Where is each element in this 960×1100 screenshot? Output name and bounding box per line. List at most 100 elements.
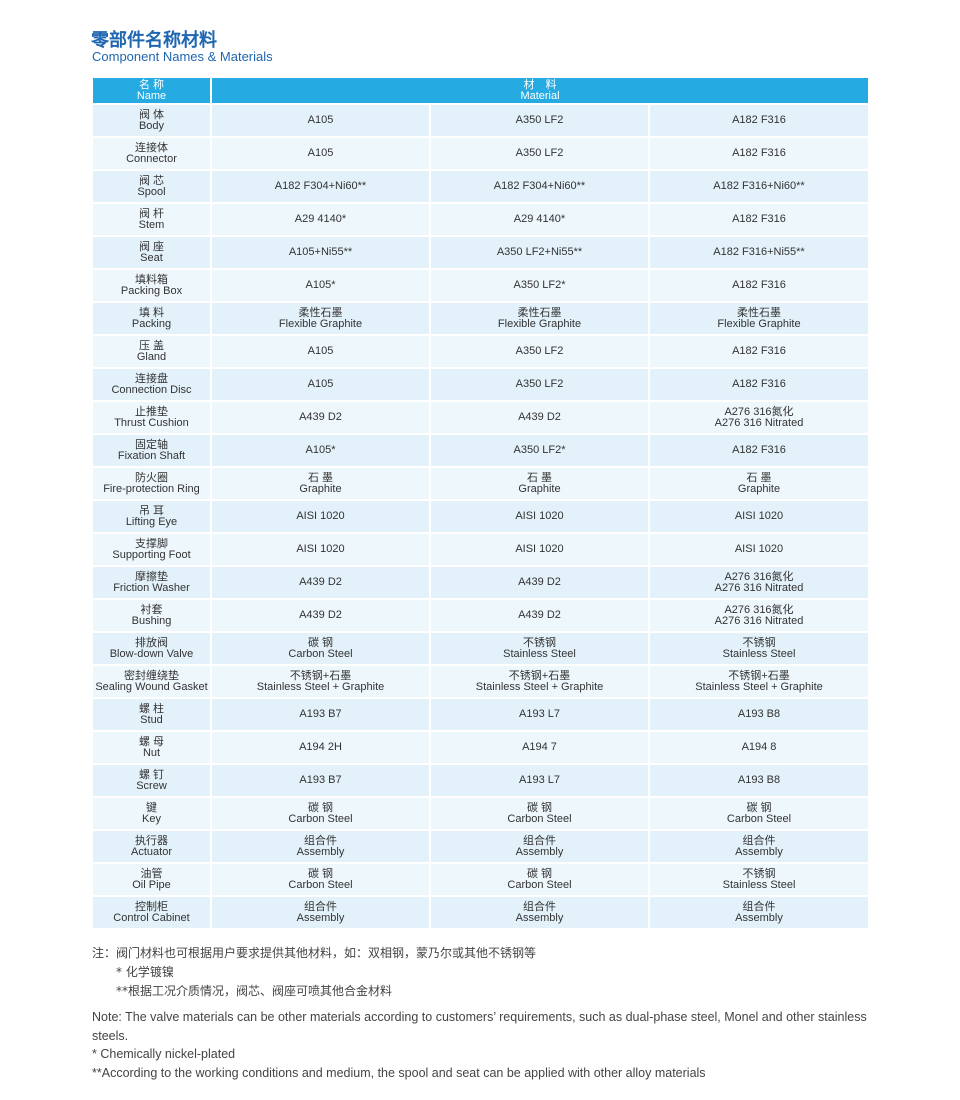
header-cell: 名 称 Name [91,76,212,105]
text-line-en: Lifting Eye [125,515,178,528]
table-row: 止推垫 Thrust Cushion A439 D2 A439 D2 A276 316氮… [91,400,871,435]
text-line: A193 L7 [519,708,560,720]
text-line: AISI 1020 [515,510,564,522]
material-cell: 石 墨 Graphite [429,466,650,501]
material-cell: A439 D2 [210,565,431,600]
text-line-en: Blow-down Valve [109,647,194,660]
text-line: A194 2H [299,741,342,753]
text-line: 排放阀 [135,636,168,649]
name-cell: 阀 座 Seat [91,235,212,270]
text-line-en: A276 316 Nitrated [714,416,804,429]
text-line: 阀 芯 [138,174,165,187]
material-cell: A350 LF2* [429,268,650,303]
material-cell: A194 7 [429,730,650,765]
text-line: 石 墨 [746,471,772,484]
text-line-en: Assembly [296,911,345,924]
text-line: A193 B8 [737,774,781,786]
notes-en: Note: The valve materials can be other m… [92,1008,882,1082]
text-line-en: Actuator [131,845,172,858]
note-line: * Chemically nickel-plated [92,1047,236,1061]
header-row: 名 称 Name 材 料 Material [91,76,871,105]
text-line: A182 F316 [732,444,786,456]
material-cell: 碳 钢 Carbon Steel [429,862,650,897]
material-cell: A29 4140* [210,202,431,237]
table-row: 固定轴 Fixation Shaft A105* A350 LF2* A182 F316 [91,433,871,468]
text-line: 执行器 [135,834,168,847]
material-cell: 柔性石墨 Flexible Graphite [210,301,431,336]
text-line: 连接体 [135,141,168,154]
material-cell: 组合件 Assembly [647,829,871,864]
text-line: 石 墨 [526,471,553,484]
text-line: A182 F316 [732,378,786,390]
text-line: 压 盖 [138,339,165,352]
text-line-en: Flexible Graphite [278,317,363,330]
material-cell: 不锈钢+石墨 Stainless Steel + Graphite [210,664,431,699]
material-cell: A276 316氮化 A276 316 Nitrated [647,565,871,600]
text-line: A105 [307,114,334,126]
text-line-en: Carbon Steel [288,812,353,825]
text-line: 阀 杆 [138,207,165,220]
text-line: 阀 座 [138,240,165,253]
material-cell: A276 316氮化 A276 316 Nitrated [647,400,871,435]
material-cell: 组合件 Assembly [210,829,431,864]
name-cell: 油管 Oil Pipe [91,862,212,897]
text-line: A439 D2 [299,576,342,588]
table-row: 螺 钉 Screw A193 B7 A193 L7 A193 B8 [91,763,871,798]
material-cell: 石 墨 Graphite [210,466,431,501]
text-line: 石 墨 [307,471,334,484]
name-cell: 压 盖 Gland [91,334,212,369]
text-line: 连接盘 [135,372,168,385]
text-line-en: Assembly [735,845,783,858]
name-cell: 螺 柱 Stud [91,697,212,732]
text-line: 控制柜 [135,900,168,913]
text-line-en: Sealing Wound Gasket [95,680,208,693]
material-cell: A350 LF2+Ni55** [429,235,650,270]
text-line: A182 F316 [732,279,786,291]
text-line: A182 F316 [732,114,786,126]
note-line: **According to the working conditions an… [92,1065,706,1080]
text-line-en: Stem [138,218,165,231]
text-line: 支撑脚 [135,537,168,550]
text-line-en: Stud [140,713,163,726]
text-line: 不锈钢 [742,636,776,649]
text-line: 不锈钢+石墨 [508,669,571,682]
material-cell: A105 [210,367,431,402]
name-cell: 螺 钉 Screw [91,763,212,798]
name-cell: 键 Key [91,796,212,831]
table-row: 键 Key 碳 钢 Carbon Steel 碳 钢 Carbon Steel 碳 钢 Car… [91,796,871,831]
material-cell: 碳 钢 Carbon Steel [210,631,431,666]
text-line-en: A276 316 Nitrated [714,614,804,627]
material-cell: 柔性石墨 Flexible Graphite [429,301,650,336]
material-cell: A182 F316 [647,334,871,369]
note-line: Note: The valve materials can be other m… [92,1010,867,1043]
text-line: A105 [307,345,334,357]
material-cell: A182 F304+Ni60** [429,169,650,204]
text-line: 螺 母 [138,735,165,748]
text-line: A350 LF2 [515,147,564,159]
text-line: A350 LF2 [515,378,564,390]
name-cell: 阀 杆 Stem [91,202,212,237]
text-line-en: Spool [137,185,166,198]
name-cell: 螺 母 Nut [91,730,212,765]
name-cell: 填料箱 Packing Box [91,268,212,303]
material-cell: AISI 1020 [429,532,650,567]
material-cell: A182 F316 [647,367,871,402]
material-cell: A182 F316 [647,202,871,237]
material-cell: A193 B8 [647,697,871,732]
text-line: A105 [307,378,334,390]
text-line: 不锈钢+石墨 [728,669,790,682]
text-line-en: Fire-protection Ring [103,482,200,495]
material-cell: A439 D2 [210,400,431,435]
material-cell: A182 F304+Ni60** [210,169,431,204]
note-line: **根据工况介质情况，阀芯、阀座可喷其他合金材料 [116,984,393,998]
material-cell: A439 D2 [429,598,650,633]
text-line: A182 F316 [732,213,786,225]
text-line-en: Stainless Steel [503,647,576,660]
text-line: A276 316氮化 [724,570,794,583]
table-row: 阀 杆 Stem A29 4140* A29 4140* A182 F316 [91,202,871,237]
material-cell: A350 LF2 [429,103,650,138]
material-cell: A182 F316+Ni60** [647,169,871,204]
table-row: 阀 座 Seat A105+Ni55** A350 LF2+Ni55** A182 F3… [91,235,871,270]
text-line-en: Packing Box [120,284,183,297]
text-line: 衬套 [140,603,163,616]
